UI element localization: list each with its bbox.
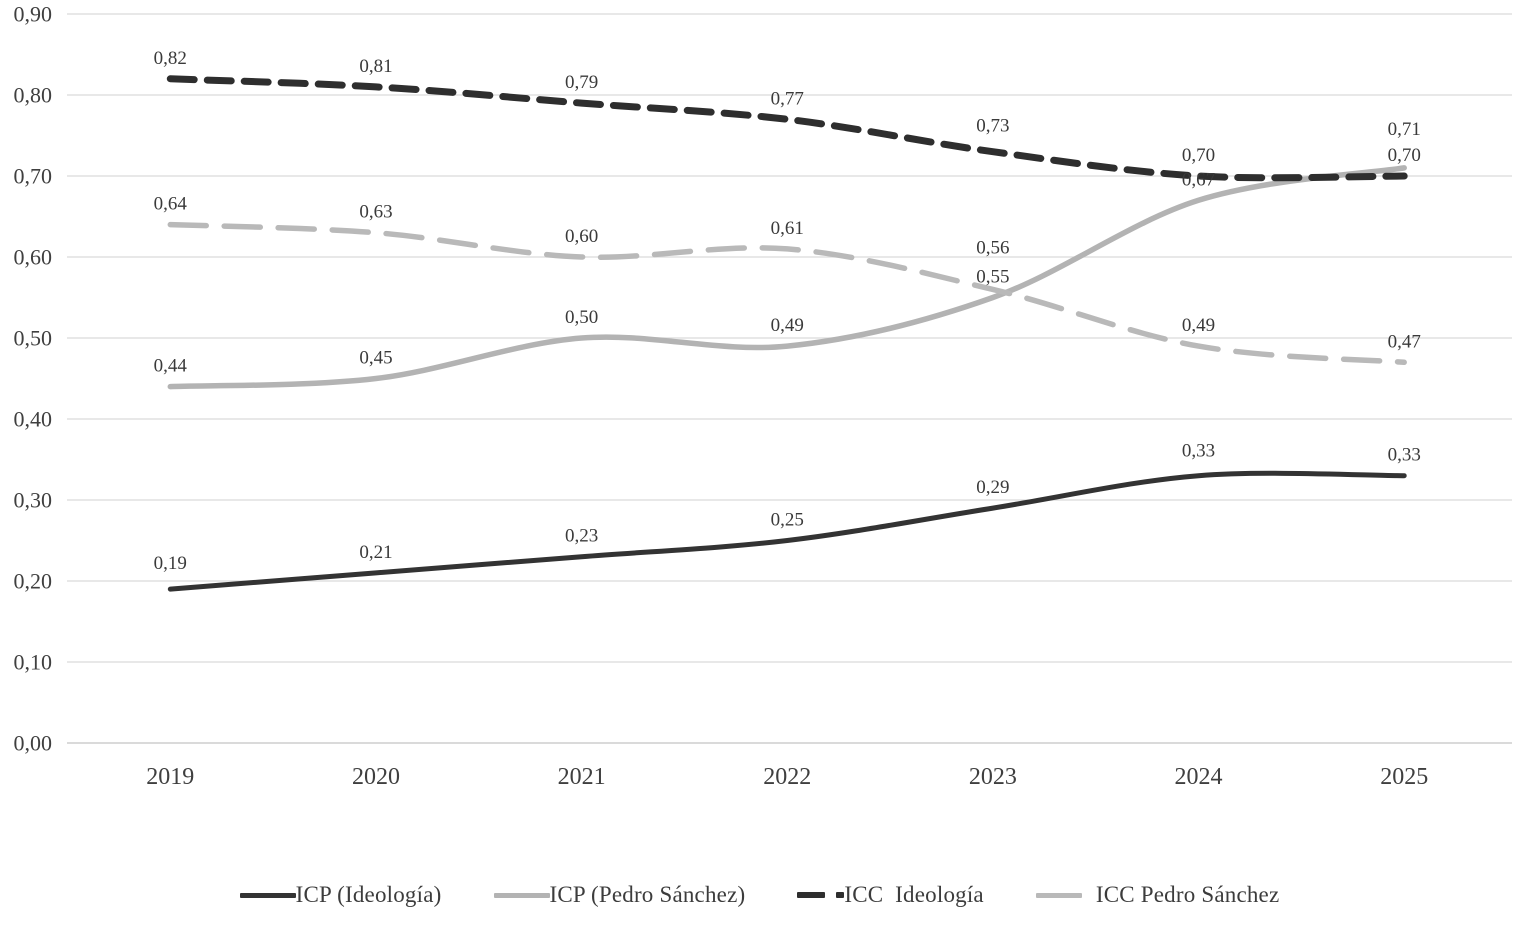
svg-text:0,70: 0,70: [14, 164, 53, 189]
svg-text:0,70: 0,70: [1182, 145, 1215, 166]
svg-text:0,47: 0,47: [1388, 331, 1421, 352]
svg-text:0,79: 0,79: [565, 72, 598, 93]
svg-text:0,40: 0,40: [14, 407, 53, 432]
svg-text:0,25: 0,25: [771, 510, 804, 531]
svg-text:0,80: 0,80: [14, 83, 53, 108]
svg-text:2022: 2022: [763, 764, 811, 790]
svg-text:0,33: 0,33: [1388, 445, 1421, 466]
svg-text:0,10: 0,10: [14, 650, 53, 675]
svg-text:2021: 2021: [558, 764, 606, 790]
svg-text:0,29: 0,29: [976, 477, 1009, 498]
legend-item-icc-ideologia: ICC Ideología: [797, 882, 984, 908]
dashed-gray-line-icon: [1035, 892, 1082, 898]
svg-text:0,71: 0,71: [1388, 119, 1421, 140]
svg-text:0,33: 0,33: [1182, 441, 1215, 462]
svg-text:0,60: 0,60: [14, 245, 53, 270]
legend-label: ICC Pedro Sánchez: [1095, 882, 1280, 907]
svg-text:2023: 2023: [969, 764, 1017, 790]
svg-text:0,63: 0,63: [359, 202, 392, 223]
svg-text:0,90: 0,90: [14, 2, 53, 27]
legend-label: ICP (Ideología): [295, 882, 442, 907]
svg-text:0,81: 0,81: [359, 56, 392, 77]
svg-text:2019: 2019: [146, 764, 194, 790]
solid-gray-line-icon: [493, 892, 550, 898]
svg-text:0,49: 0,49: [1182, 315, 1215, 336]
legend-item-icc-pedro-sanchez: ICC Pedro Sánchez: [1035, 882, 1280, 908]
svg-text:0,64: 0,64: [154, 194, 188, 215]
svg-text:0,20: 0,20: [14, 569, 53, 594]
chart-canvas: 0,00 0,10 0,20 0,30 0,40 0,50 0,60 0,70 0,80 0,90…: [14, 2, 1512, 790]
svg-text:0,45: 0,45: [359, 348, 392, 369]
svg-text:0,82: 0,82: [154, 48, 187, 69]
legend-label: ICC Ideología: [844, 882, 984, 907]
svg-text:0,21: 0,21: [359, 542, 392, 563]
svg-text:0,30: 0,30: [14, 488, 53, 513]
svg-text:0,23: 0,23: [565, 526, 598, 547]
svg-text:0,77: 0,77: [771, 88, 804, 109]
svg-text:0,50: 0,50: [565, 307, 598, 328]
svg-text:0,00: 0,00: [14, 731, 53, 756]
legend-item-icp-pedro-sanchez: ICP (Pedro Sánchez): [493, 882, 746, 908]
chart-legend: ICP (Ideología) ICP (Pedro Sánchez) ICC …: [0, 882, 1519, 908]
dash-dot-dark-line-icon: [797, 892, 845, 898]
svg-text:0,61: 0,61: [771, 218, 804, 239]
svg-text:0,50: 0,50: [14, 326, 53, 351]
legend-item-icp-ideologia: ICP (Ideología): [239, 882, 442, 908]
svg-text:0,49: 0,49: [771, 315, 804, 336]
svg-text:0,60: 0,60: [565, 226, 598, 247]
solid-dark-line-icon: [239, 892, 296, 898]
svg-text:2024: 2024: [1175, 764, 1223, 790]
svg-text:0,56: 0,56: [976, 237, 1009, 258]
svg-text:0,73: 0,73: [976, 116, 1009, 137]
svg-text:0,44: 0,44: [154, 356, 188, 377]
svg-text:2020: 2020: [352, 764, 400, 790]
svg-text:0,19: 0,19: [154, 553, 187, 574]
svg-text:2025: 2025: [1380, 764, 1428, 790]
svg-text:0,67: 0,67: [1182, 169, 1215, 190]
svg-text:0,70: 0,70: [1388, 145, 1421, 166]
legend-label: ICP (Pedro Sánchez): [549, 882, 746, 907]
svg-text:0,55: 0,55: [976, 267, 1009, 288]
